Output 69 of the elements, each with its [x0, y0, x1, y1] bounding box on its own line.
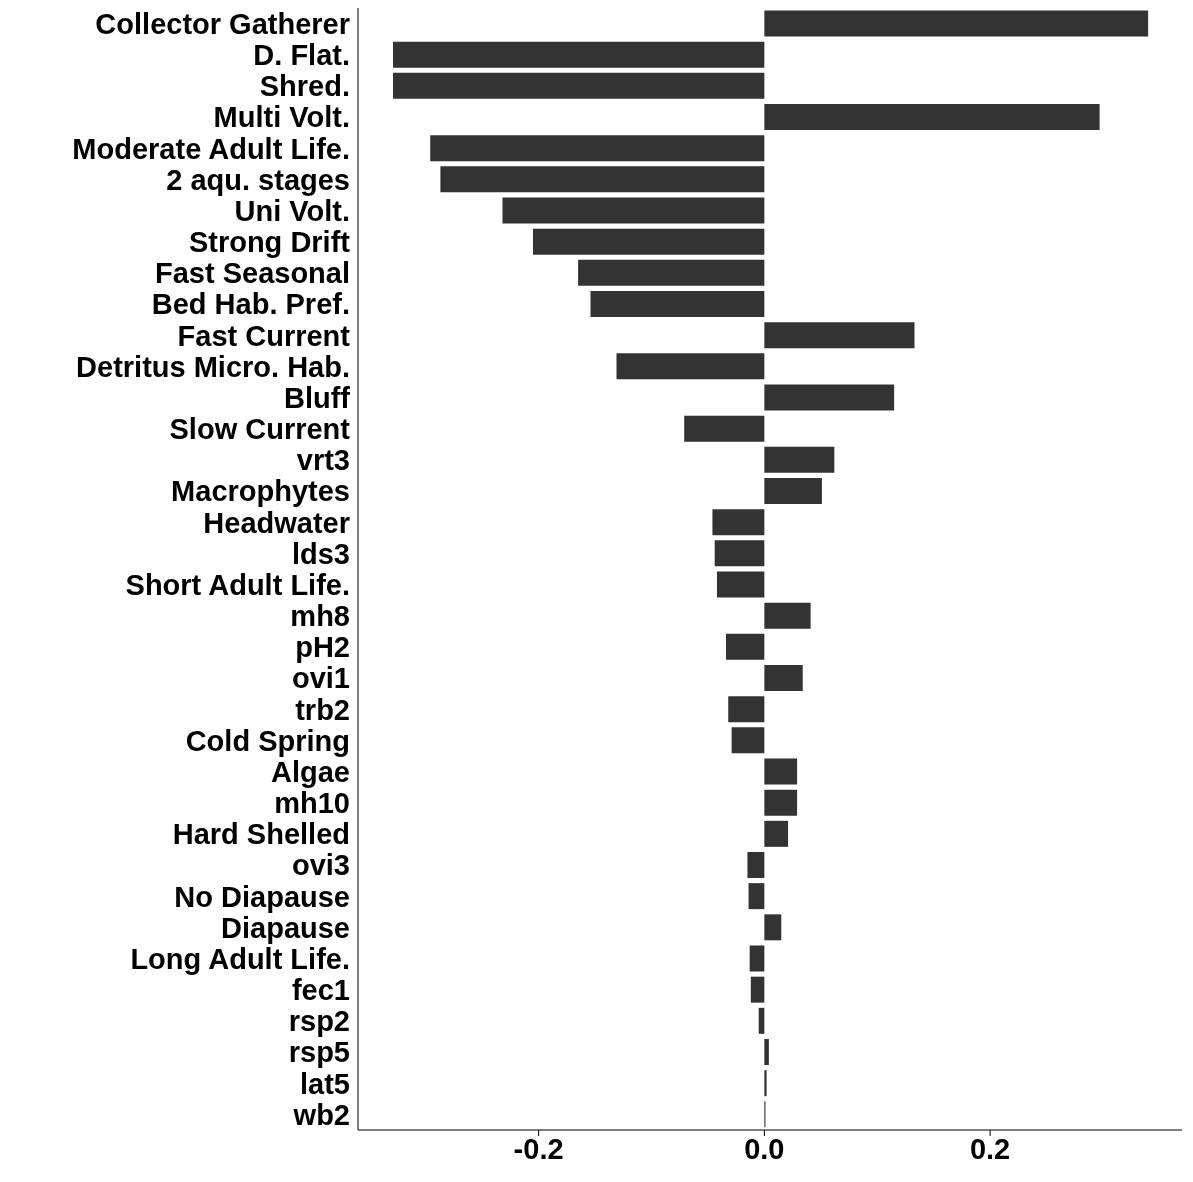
- bar: [684, 415, 765, 442]
- y-tick-label: Detritus Micro. Hab.: [76, 350, 350, 383]
- y-tick-label: fec1: [291, 974, 350, 1007]
- bar: [716, 571, 765, 598]
- bar: [764, 1038, 769, 1065]
- y-tick-label: Moderate Adult Life.: [72, 132, 350, 165]
- y-tick-label: mh10: [274, 787, 350, 820]
- bar: [731, 727, 765, 754]
- y-tick-label: rsp2: [288, 1005, 350, 1038]
- bar: [764, 384, 895, 411]
- y-tick-label: lds3: [291, 537, 350, 570]
- y-tick-label: D. Flat.: [253, 39, 350, 72]
- y-tick-label: Short Adult Life.: [125, 568, 350, 601]
- bar: [748, 883, 765, 910]
- bar: [714, 540, 765, 567]
- y-tick-label: Bluff: [283, 381, 351, 414]
- bar: [764, 664, 803, 691]
- bar: [764, 914, 782, 941]
- y-tick-label: wb2: [292, 1098, 350, 1131]
- y-tick-label: mh8: [290, 600, 350, 633]
- bar: [764, 602, 811, 629]
- y-tick-label: Collector Gatherer: [95, 7, 350, 40]
- bar: [578, 259, 765, 286]
- y-tick-label: 2 aqu. stages: [166, 163, 350, 196]
- bar: [750, 976, 765, 1003]
- y-tick-label: Cold Spring: [185, 724, 350, 757]
- bar: [764, 103, 1100, 130]
- y-tick-label: Slow Current: [169, 413, 351, 446]
- bar: [392, 41, 765, 68]
- y-tick-label: Shred.: [259, 70, 350, 103]
- x-tick-label: 0.0: [744, 1132, 785, 1165]
- bar: [764, 10, 1149, 37]
- y-tick-label: trb2: [295, 693, 350, 726]
- y-tick-label: ovi1: [291, 662, 350, 695]
- y-tick-label: ovi3: [291, 849, 350, 882]
- bar: [430, 135, 765, 162]
- bar: [440, 166, 765, 193]
- bar: [502, 197, 765, 224]
- bar: [749, 945, 765, 972]
- bar: [728, 696, 765, 723]
- x-tick-label: -0.2: [513, 1132, 564, 1165]
- y-tick-label: Multi Volt.: [213, 101, 350, 134]
- y-tick-label: Strong Drift: [188, 226, 351, 259]
- bar: [764, 758, 798, 785]
- bar: [764, 446, 835, 473]
- y-tick-label: Headwater: [203, 506, 350, 539]
- bar: [747, 851, 765, 878]
- x-tick-label: 0.2: [969, 1132, 1011, 1165]
- bar: [590, 290, 765, 317]
- y-tick-label: Hard Shelled: [172, 818, 350, 851]
- bar: [532, 228, 765, 255]
- y-tick-label: Macrophytes: [171, 475, 350, 508]
- y-tick-label: vrt3: [296, 444, 350, 477]
- bar: [764, 789, 798, 816]
- y-tick-label: No Diapause: [174, 880, 350, 913]
- bar: [725, 633, 765, 660]
- bar: [764, 477, 822, 504]
- bar: [392, 72, 765, 99]
- bar: [764, 820, 789, 847]
- bar: [764, 322, 915, 349]
- y-tick-label: Bed Hab. Pref.: [151, 288, 350, 321]
- y-tick-label: pH2: [295, 631, 350, 664]
- y-tick-label: Fast Current: [177, 319, 351, 352]
- y-tick-label: rsp5: [288, 1036, 350, 1069]
- y-tick-label: lat5: [300, 1067, 350, 1100]
- y-tick-label: Fast Seasonal: [154, 257, 350, 290]
- bar: [616, 353, 765, 380]
- bar: [764, 1070, 767, 1097]
- bar: [712, 509, 765, 536]
